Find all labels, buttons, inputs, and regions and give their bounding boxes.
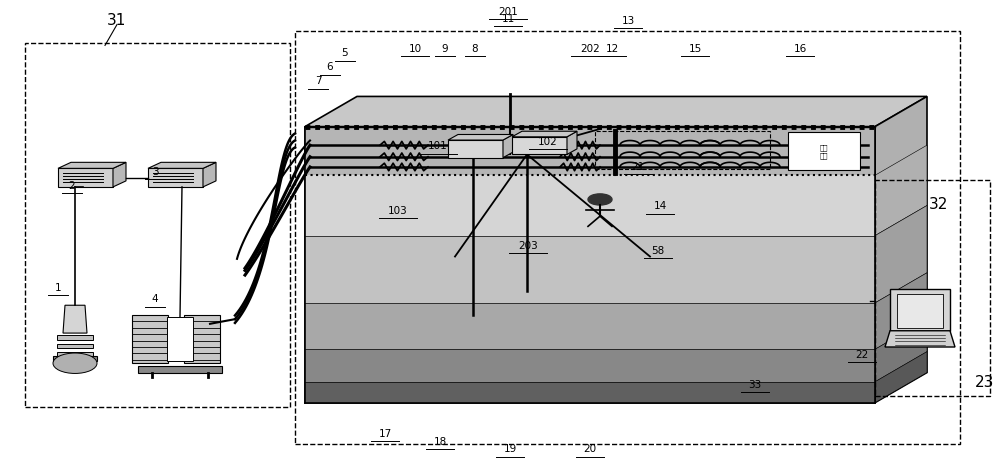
Text: 6: 6: [327, 62, 333, 72]
Text: 32: 32: [928, 196, 948, 211]
Text: 13: 13: [621, 16, 635, 26]
Text: 21: 21: [631, 162, 645, 172]
Text: 三相
负载: 三相 负载: [820, 144, 828, 158]
Polygon shape: [148, 169, 203, 188]
Text: 101: 101: [428, 141, 448, 151]
Polygon shape: [167, 317, 193, 361]
Polygon shape: [890, 289, 950, 331]
Circle shape: [53, 353, 97, 374]
Polygon shape: [184, 315, 220, 363]
Text: 11: 11: [501, 13, 515, 24]
Text: 19: 19: [503, 443, 517, 453]
Polygon shape: [57, 352, 93, 357]
Text: 17: 17: [378, 428, 392, 438]
Polygon shape: [875, 146, 927, 236]
Polygon shape: [567, 132, 577, 155]
Text: 2: 2: [69, 180, 75, 190]
Polygon shape: [512, 138, 567, 155]
Text: 7: 7: [315, 76, 321, 86]
Text: 20: 20: [583, 443, 597, 453]
Polygon shape: [788, 132, 860, 170]
Polygon shape: [138, 366, 222, 373]
Text: 9: 9: [442, 44, 448, 54]
Polygon shape: [875, 273, 927, 350]
Text: 12: 12: [605, 44, 619, 54]
Polygon shape: [57, 344, 93, 349]
Polygon shape: [53, 357, 97, 361]
Text: 15: 15: [688, 44, 702, 54]
Polygon shape: [305, 176, 875, 236]
Polygon shape: [305, 350, 875, 382]
Polygon shape: [305, 97, 927, 127]
Text: 5: 5: [342, 48, 348, 58]
Polygon shape: [58, 163, 126, 169]
Polygon shape: [897, 294, 943, 328]
Text: 1: 1: [55, 282, 61, 292]
Polygon shape: [305, 382, 875, 403]
Text: 202: 202: [580, 44, 600, 54]
Polygon shape: [305, 236, 875, 303]
Text: 201: 201: [498, 6, 518, 17]
Text: 22: 22: [855, 349, 869, 359]
Text: 3: 3: [152, 166, 158, 176]
Text: 4: 4: [152, 294, 158, 304]
Polygon shape: [503, 135, 513, 158]
Polygon shape: [63, 306, 87, 333]
Polygon shape: [148, 163, 216, 169]
Text: 10: 10: [408, 44, 422, 54]
Text: 8: 8: [472, 44, 478, 54]
Polygon shape: [305, 303, 875, 350]
Text: 31: 31: [107, 13, 127, 28]
Text: 203: 203: [518, 240, 538, 250]
Polygon shape: [305, 127, 875, 176]
Polygon shape: [875, 97, 927, 403]
Polygon shape: [132, 315, 168, 363]
Polygon shape: [448, 141, 503, 158]
Polygon shape: [512, 132, 577, 138]
Polygon shape: [203, 163, 216, 188]
Polygon shape: [875, 319, 927, 382]
Polygon shape: [58, 169, 113, 188]
Polygon shape: [885, 331, 955, 347]
Text: 18: 18: [433, 436, 447, 446]
Text: 14: 14: [653, 201, 667, 211]
Text: 23: 23: [975, 375, 995, 389]
Polygon shape: [875, 352, 927, 403]
Polygon shape: [305, 127, 875, 403]
Text: 103: 103: [388, 206, 408, 216]
Text: 58: 58: [651, 245, 665, 255]
Text: 33: 33: [748, 379, 762, 389]
Polygon shape: [875, 206, 927, 303]
Polygon shape: [113, 163, 126, 188]
Circle shape: [588, 194, 612, 206]
Text: 16: 16: [793, 44, 807, 54]
Text: 102: 102: [538, 136, 558, 146]
Polygon shape: [448, 135, 513, 141]
Polygon shape: [57, 336, 93, 340]
